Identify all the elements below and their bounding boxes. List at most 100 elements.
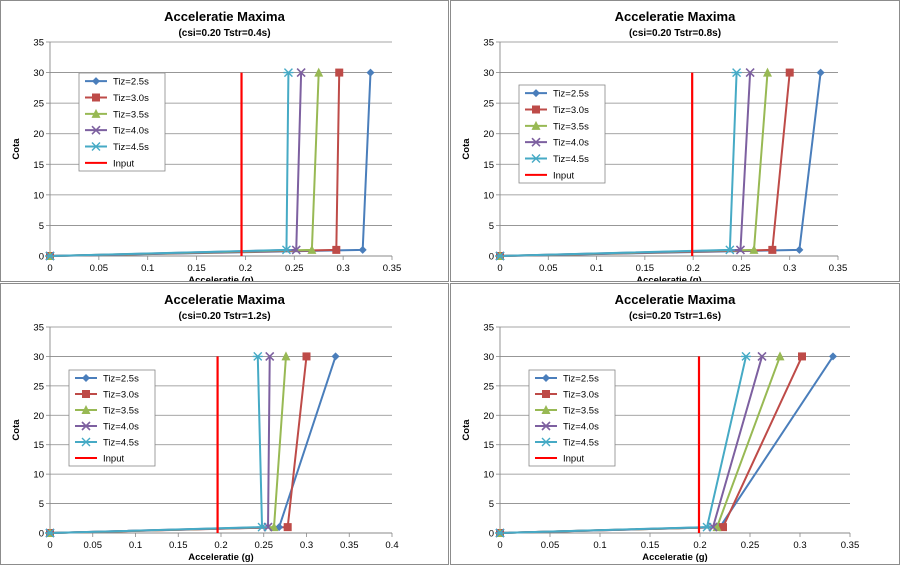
y-tick-label: 15	[33, 440, 44, 451]
legend-marker	[531, 120, 541, 130]
chart-svg: Acceleratie Maxima (csi=0.20 Tstr=0.8s) 0 5…	[461, 9, 847, 281]
y-tick-label: 25	[33, 99, 44, 110]
legend-marker	[531, 154, 541, 163]
y-tick-label: 30	[33, 68, 44, 79]
chart-title: Acceleratie Maxima	[164, 292, 285, 307]
x-tick-label: 0.15	[187, 263, 206, 274]
data-point	[281, 245, 292, 255]
data-point	[296, 68, 306, 78]
x-tick-label: 0.35	[383, 263, 402, 274]
data-point	[257, 522, 268, 532]
legend-label: Tiz=4.5s	[553, 154, 589, 165]
data-point	[495, 528, 505, 538]
data-point	[335, 68, 344, 77]
legend-label: Tiz=3.0s	[563, 390, 599, 401]
data-point	[302, 352, 311, 361]
y-tick-label: 10	[33, 190, 44, 201]
legend-label: Tiz=3.5s	[553, 121, 589, 132]
y-axis-label: Cota	[461, 419, 472, 441]
y-tick-label: 25	[33, 381, 44, 392]
y-tick-label: 5	[489, 221, 494, 232]
data-point	[785, 68, 794, 77]
x-tick-label: 0.1	[593, 540, 606, 551]
legend-label: Tiz=3.5s	[113, 109, 149, 120]
legend-label: Tiz=4.5s	[563, 438, 599, 449]
y-tick-label: 35	[483, 323, 494, 334]
legend-marker	[81, 421, 91, 431]
x-axis-label: Acceleratie (g)	[642, 552, 707, 563]
y-tick-label: 20	[483, 129, 494, 140]
data-point	[45, 528, 55, 538]
y-axis-label: Cota	[11, 419, 22, 441]
data-point	[763, 67, 773, 77]
legend-label: Input	[553, 170, 574, 181]
x-tick-label: 0.05	[90, 263, 109, 274]
y-tick-label: 15	[483, 440, 494, 451]
x-axis-label: Acceleratie (g)	[188, 275, 253, 281]
legend-label: Tiz=3.0s	[113, 93, 149, 104]
x-tick-label: 0	[47, 540, 52, 551]
legend-label: Tiz=3.0s	[103, 390, 139, 401]
x-tick-label: 0.25	[732, 263, 751, 274]
legend-label: Tiz=2.5s	[553, 89, 589, 100]
x-tick-label: 0.05	[539, 263, 558, 274]
x-axis-label: Acceleratie (g)	[636, 275, 701, 281]
legend-marker	[81, 405, 91, 414]
legend-marker	[542, 390, 550, 398]
data-point	[331, 352, 340, 361]
legend-marker	[532, 105, 540, 114]
legend-label: Tiz=3.0s	[553, 105, 589, 116]
legend-label: Tiz=4.0s	[113, 126, 149, 137]
data-point	[724, 245, 735, 255]
legend-marker	[82, 390, 90, 398]
y-tick-label: 5	[489, 499, 494, 510]
chart-svg: Acceleratie Maxima (csi=0.20 Tstr=1.2s) 0 5…	[11, 292, 399, 563]
y-tick-label: 25	[483, 381, 494, 392]
legend-marker	[91, 108, 101, 118]
chart-panel-tstr-1-6: Acceleratie Maxima (csi=0.20 Tstr=1.6s) 0 5…	[450, 283, 900, 565]
chart-title: Acceleratie Maxima	[164, 9, 285, 24]
y-tick-label: 20	[33, 129, 44, 140]
data-point	[749, 244, 759, 254]
x-tick-label: 0.35	[841, 540, 860, 551]
data-point	[816, 68, 825, 77]
legend-label: Tiz=3.5s	[103, 406, 139, 417]
x-tick-label: 0.35	[340, 540, 359, 551]
x-tick-label: 0.25	[741, 540, 760, 551]
x-tick-label: 0.3	[300, 540, 313, 551]
legend-marker	[541, 405, 551, 414]
data-point	[495, 251, 505, 261]
y-tick-label: 0	[39, 529, 44, 540]
chart-subtitle: (csi=0.20 Tstr=1.2s)	[178, 311, 270, 322]
data-point	[798, 352, 806, 361]
x-tick-label: 0.1	[141, 263, 154, 274]
x-tick-label: 0	[497, 540, 502, 551]
y-tick-label: 30	[483, 352, 494, 363]
legend-label: Tiz=2.5s	[113, 77, 149, 88]
data-point	[775, 351, 785, 361]
data-point	[702, 522, 712, 532]
chart-svg: Acceleratie Maxima (csi=0.20 Tstr=1.6s) 0 5…	[461, 292, 860, 563]
chart-title: Acceleratie Maxima	[615, 9, 736, 24]
y-tick-label: 10	[33, 470, 44, 481]
legend-label: Tiz=4.0s	[563, 422, 599, 433]
x-tick-label: 0	[497, 263, 502, 274]
data-point	[829, 352, 837, 361]
legend-marker	[81, 437, 91, 447]
legend-label: Tiz=4.5s	[113, 142, 149, 153]
x-tick-label: 0.05	[84, 540, 103, 551]
legend-marker	[532, 89, 540, 98]
chart-subtitle: (csi=0.20 Tstr=1.6s)	[629, 311, 721, 322]
y-axis-label: Cota	[11, 138, 22, 160]
y-tick-label: 35	[483, 38, 494, 49]
data-point	[768, 245, 777, 254]
x-tick-label: 0.2	[214, 540, 227, 551]
legend-marker	[531, 137, 541, 147]
x-axis-label: Acceleratie (g)	[188, 552, 253, 563]
data-point	[307, 244, 317, 254]
data-point	[291, 245, 301, 255]
legend-label: Tiz=4.0s	[553, 138, 589, 149]
x-tick-label: 0.3	[337, 263, 350, 274]
data-point	[283, 68, 294, 78]
x-tick-label: 0.3	[783, 263, 796, 274]
